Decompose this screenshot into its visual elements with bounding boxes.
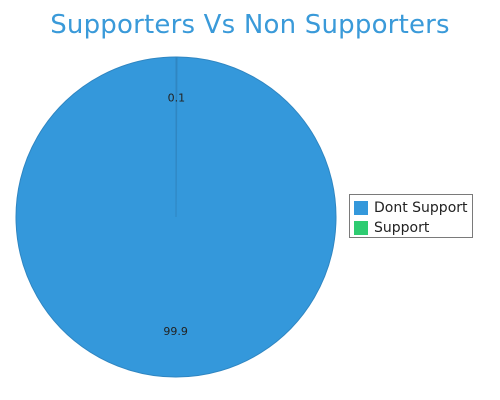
legend-item-support[interactable]: Support (354, 218, 472, 238)
legend-swatch-dont-support (354, 201, 368, 215)
legend-item-dont-support[interactable]: Dont Support (354, 198, 472, 218)
chart-title: Supporters Vs Non Supporters (50, 10, 450, 40)
pie-slice-dont-support[interactable] (15, 56, 337, 378)
data-label-support: 0.1 (168, 92, 186, 105)
legend-label-dont-support: Dont Support (374, 200, 468, 216)
legend-label-support: Support (374, 220, 430, 236)
legend-swatch-support (354, 221, 368, 235)
data-label-dont-support: 99.9 (163, 325, 188, 338)
legend: Dont Support Support (349, 194, 473, 238)
